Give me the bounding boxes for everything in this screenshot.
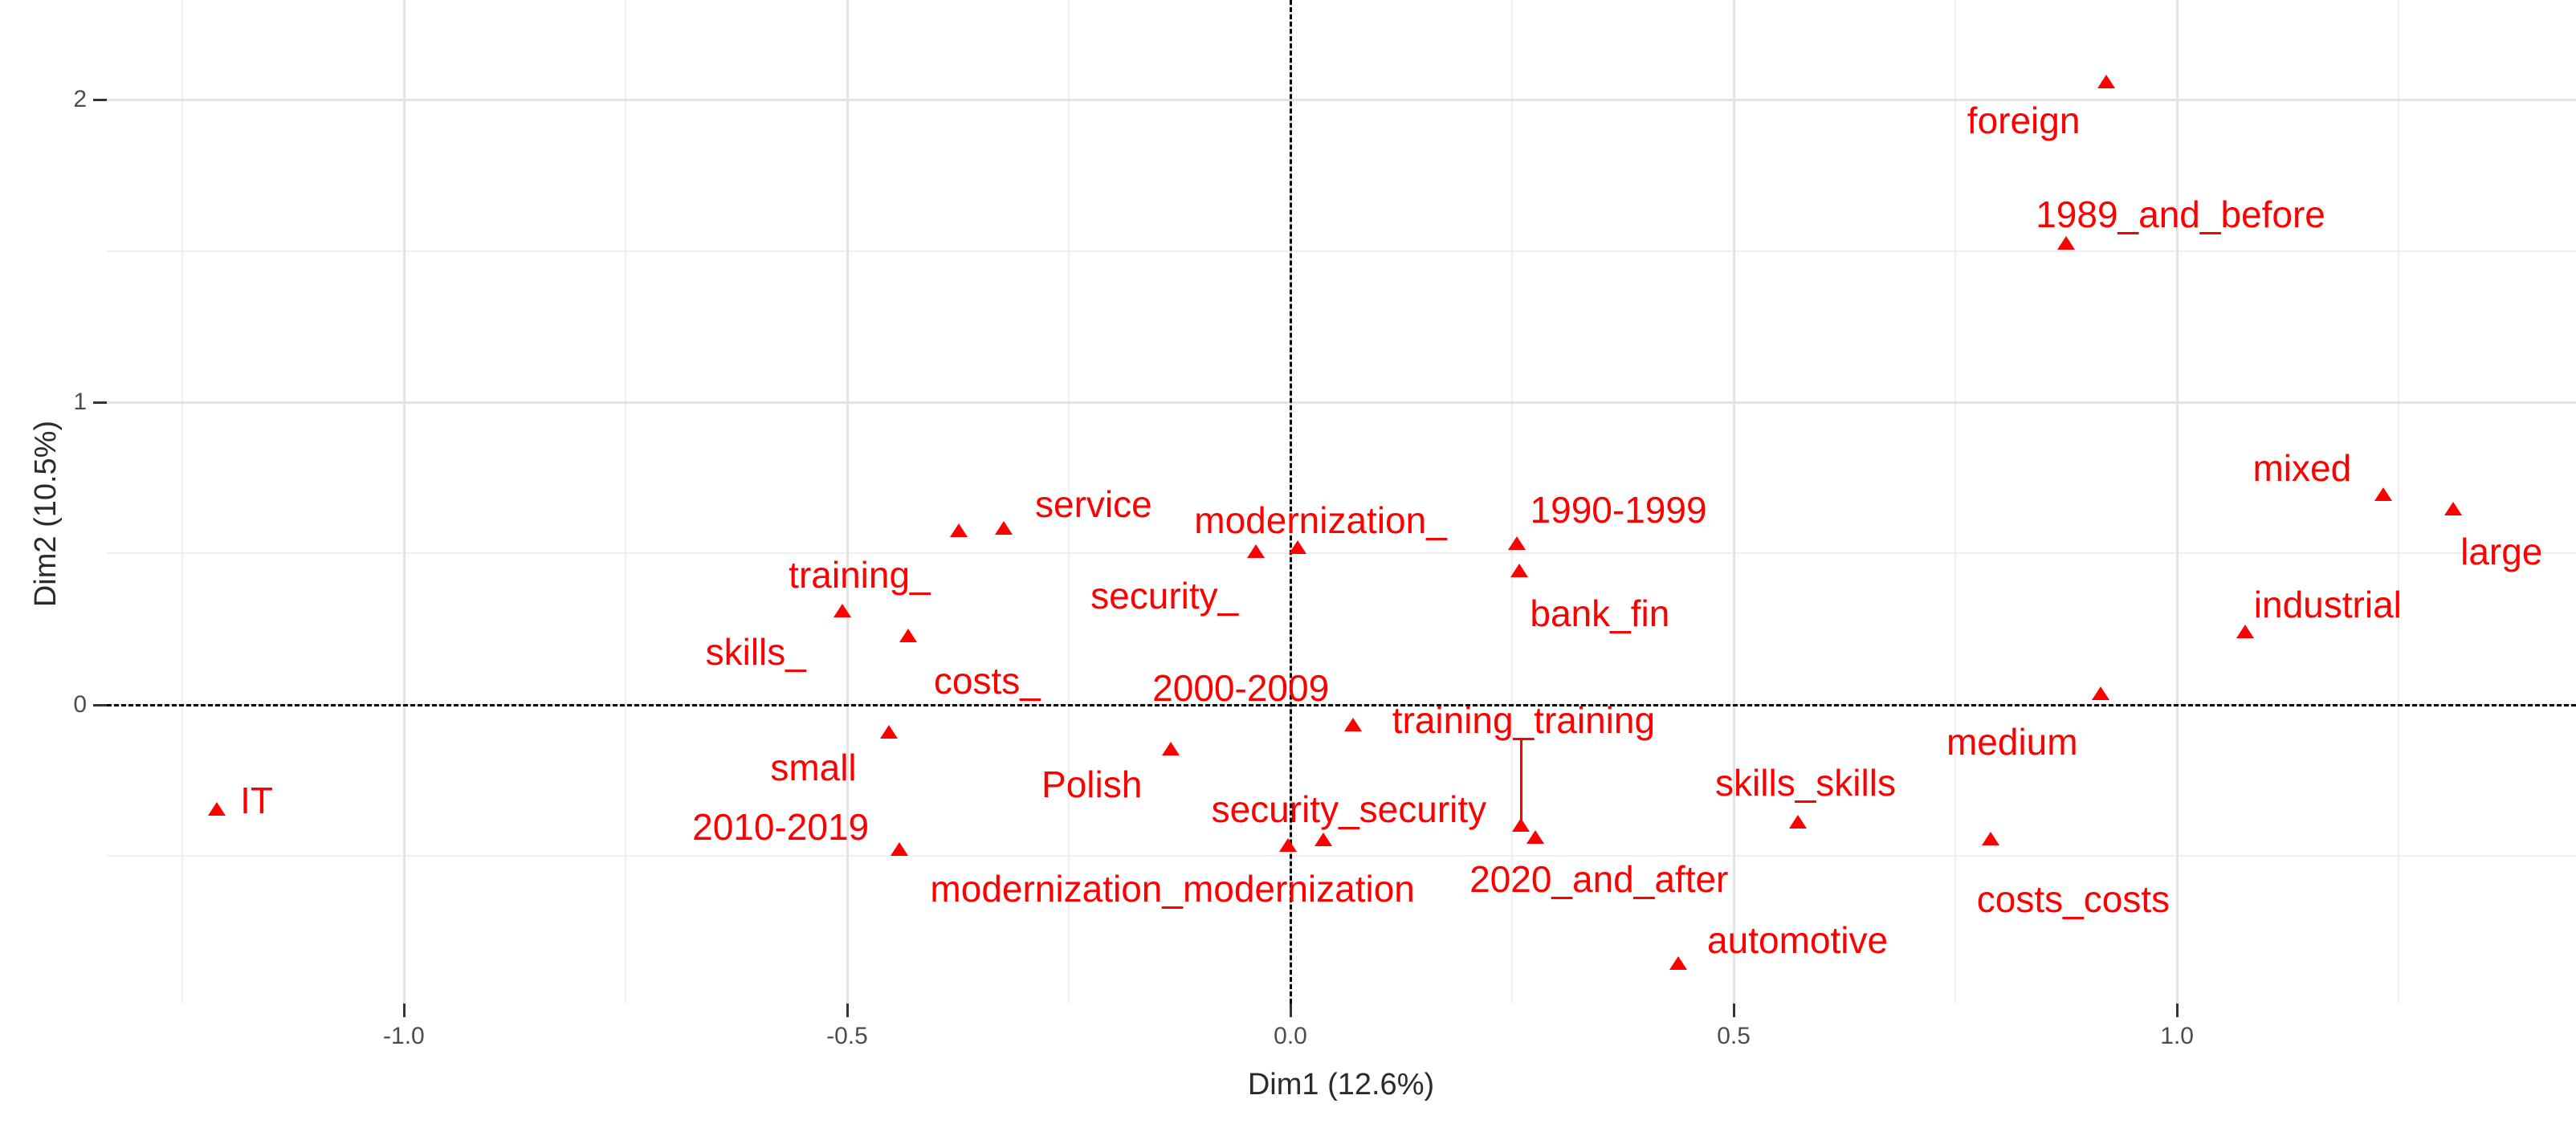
reference-line-y0: [107, 703, 2576, 706]
y-tick-label: 1: [73, 388, 87, 415]
point-marker: [1788, 814, 1807, 829]
gridline-vertical-minor: [181, 0, 183, 1004]
point-marker: [2374, 487, 2393, 501]
point-marker: [2057, 236, 2076, 250]
point-label: large: [2460, 530, 2543, 572]
gridline-vertical-minor: [1067, 0, 1070, 1004]
y-tick-label: 0: [73, 690, 87, 718]
point-marker: [879, 724, 898, 739]
x-axis-title: Dim1 (12.6%): [1247, 1068, 1435, 1101]
reference-line-x0: [1290, 0, 1292, 1004]
y-tick-mark: [93, 99, 107, 102]
gridline-vertical-minor: [1511, 0, 1514, 1004]
gridline-horizontal-minor: [107, 855, 2576, 857]
point-label: security_security: [1211, 788, 1487, 830]
gridline-vertical-major: [1733, 0, 1736, 1004]
x-tick-label: -0.5: [826, 1023, 868, 1049]
point-marker: [950, 523, 968, 537]
x-tick-mark: [2176, 1004, 2179, 1017]
x-tick-mark: [846, 1004, 849, 1017]
x-tick-label: 0.5: [1717, 1023, 1751, 1049]
point-marker: [891, 841, 909, 856]
point-marker: [2444, 502, 2462, 516]
point-label: Polish: [1041, 763, 1143, 806]
gridline-horizontal-minor: [107, 552, 2576, 555]
y-tick-mark: [93, 401, 107, 404]
point-marker: [2097, 75, 2115, 89]
point-label: modernization_modernization: [930, 867, 1415, 910]
gridline-vertical-major: [2176, 0, 2179, 1004]
point-label: skills_: [705, 630, 806, 673]
point-label: 1990-1999: [1530, 488, 1707, 531]
point-label: 1989_and_before: [2036, 193, 2325, 235]
point-label: modernization_: [1194, 499, 1447, 541]
x-tick-mark: [1290, 1004, 1292, 1017]
point-label: 2010-2019: [692, 805, 870, 848]
point-label: skills_skills: [1715, 761, 1896, 804]
x-tick-label: -1.0: [383, 1023, 425, 1049]
x-tick-mark: [1733, 1004, 1736, 1017]
point-marker: [2092, 686, 2110, 700]
gridline-horizontal-minor: [107, 250, 2576, 252]
point-label: service: [1035, 483, 1152, 526]
point-label: IT: [240, 780, 274, 822]
point-marker: [995, 520, 1013, 535]
point-label: security_: [1090, 574, 1239, 617]
y-tick-label: 2: [73, 86, 87, 113]
point-marker: [1512, 817, 1531, 832]
gridline-horizontal-major: [107, 99, 2576, 102]
gridline-vertical-minor: [2398, 0, 2400, 1004]
point-label: training_training: [1392, 698, 1656, 741]
point-label: costs_: [933, 659, 1041, 702]
point-label: bank_fin: [1530, 592, 1670, 635]
point-marker: [207, 801, 226, 816]
point-marker: [1314, 833, 1332, 847]
point-marker: [1507, 536, 1526, 551]
point-marker: [1526, 830, 1544, 845]
gridline-vertical-major: [846, 0, 849, 1004]
x-tick-label: 1.0: [2160, 1023, 2194, 1049]
point-label: costs_costs: [1976, 877, 2170, 920]
gridline-vertical-major: [402, 0, 406, 1004]
label-leader-segment: [1520, 738, 1523, 820]
point-label: small: [770, 746, 857, 788]
point-label: mixed: [2252, 447, 2352, 490]
point-marker: [1246, 544, 1265, 558]
point-marker: [1288, 539, 1306, 554]
point-marker: [1982, 831, 2000, 845]
x-tick-label: 0.0: [1274, 1023, 1307, 1049]
point-marker: [899, 628, 918, 642]
point-label: industrial: [2253, 583, 2402, 625]
y-axis-title: Dim2 (10.5%): [29, 420, 63, 608]
gridline-vertical-minor: [624, 0, 626, 1004]
point-marker: [1278, 837, 1297, 852]
point-label: 2000-2009: [1152, 666, 1330, 709]
point-label: medium: [1946, 720, 2078, 763]
point-marker: [1161, 741, 1180, 755]
gridline-horizontal-major: [107, 401, 2576, 404]
point-label: training_: [789, 553, 931, 596]
point-marker: [834, 604, 852, 618]
point-label: foreign: [1967, 100, 2081, 142]
point-label: automotive: [1707, 918, 1889, 961]
x-tick-mark: [402, 1004, 406, 1017]
point-marker: [1344, 717, 1363, 731]
y-tick-mark: [93, 703, 107, 706]
point-label: 2020_and_after: [1469, 858, 1729, 901]
point-marker: [2236, 625, 2255, 639]
point-marker: [1510, 563, 1528, 577]
gridline-vertical-minor: [1954, 0, 1957, 1004]
point-marker: [1669, 955, 1687, 970]
